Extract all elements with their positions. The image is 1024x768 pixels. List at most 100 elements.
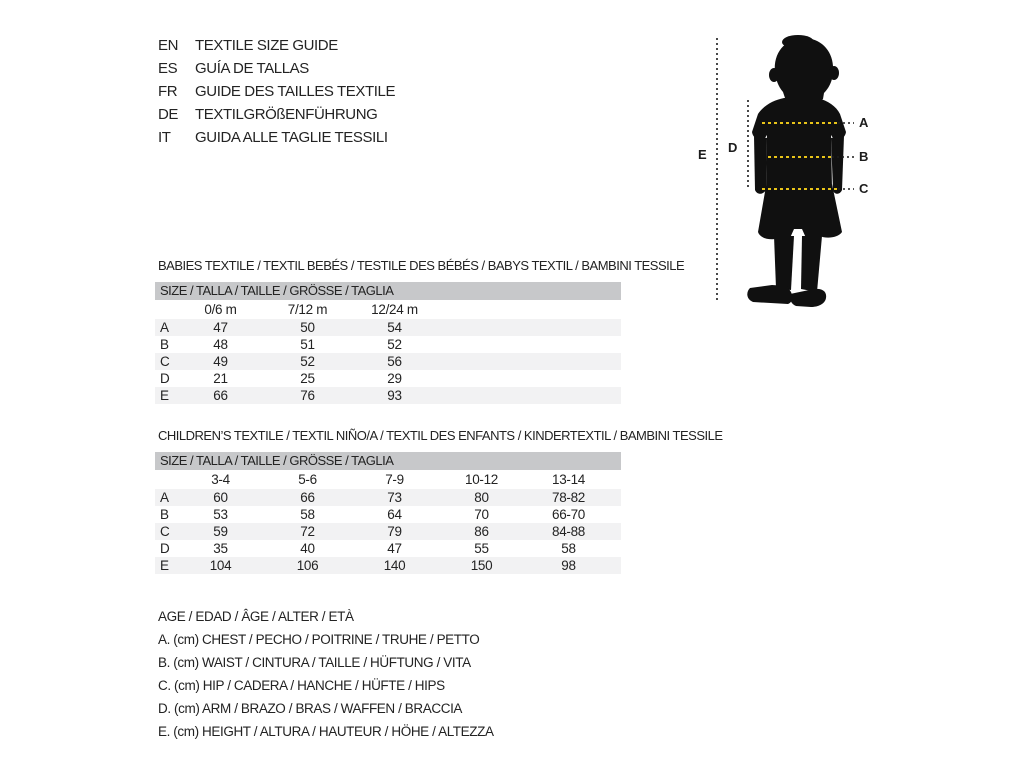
- babies-column-header-row: 0/6 m 7/12 m 12/24 m: [155, 300, 621, 319]
- size-value: 25: [300, 371, 315, 386]
- size-value: 66: [300, 490, 315, 505]
- row-label: D: [160, 371, 170, 386]
- guide-title-es: GUÍA DE TALLAS: [195, 60, 309, 77]
- table-row-a: A 47 50 54: [155, 319, 621, 336]
- measure-label-d: D: [728, 140, 737, 155]
- size-value: 55: [474, 541, 489, 556]
- language-code: ES: [158, 60, 178, 77]
- babies-section-title: BABIES TEXTILE / TEXTIL BEBÉS / TESTILE …: [158, 258, 685, 273]
- size-value: 64: [387, 507, 402, 522]
- children-column-header-row: 3-4 5-6 7-9 10-12 13-14: [155, 470, 621, 489]
- size-value: 52: [387, 337, 402, 352]
- guide-title-en: TEXTILE SIZE GUIDE: [195, 37, 338, 54]
- size-value: 104: [209, 558, 232, 573]
- size-value: 140: [383, 558, 406, 573]
- row-label: E: [160, 558, 169, 573]
- column-header: 3-4: [211, 472, 230, 487]
- size-value: 53: [213, 507, 228, 522]
- legend-arm: D. (cm) ARM / BRAZO / BRAS / WAFFEN / BR…: [158, 701, 463, 716]
- column-header: 0/6 m: [204, 302, 237, 317]
- measure-label-c: C: [859, 181, 869, 196]
- size-value: 73: [387, 490, 402, 505]
- size-value: 84-88: [551, 524, 586, 539]
- column-header: 5-6: [298, 472, 317, 487]
- size-value: 86: [474, 524, 489, 539]
- table-row-a: A 60 66 73 80 78-82: [155, 489, 621, 506]
- size-value: 40: [300, 541, 315, 556]
- child-silhouette: [747, 35, 846, 307]
- children-section-title: CHILDREN’S TEXTILE / TEXTIL NIÑO/A / TEX…: [158, 428, 723, 443]
- size-value: 21: [213, 371, 228, 386]
- column-header: 13-14: [551, 472, 586, 487]
- size-value: 51: [300, 337, 315, 352]
- row-label: B: [160, 507, 169, 522]
- guide-title-de: TEXTILGRÖßENFÜHRUNG: [195, 106, 378, 123]
- children-size-header-bar: SIZE / TALLA / TAILLE / GRÖSSE / TAGLIA: [155, 452, 621, 470]
- size-value: 98: [561, 558, 576, 573]
- table-row-c: C 59 72 79 86 84-88: [155, 523, 621, 540]
- child-silhouette-diagram: E D A B C: [698, 35, 869, 307]
- measure-label-e: E: [698, 147, 707, 162]
- legend-age: AGE / EDAD / ÂGE / ALTER / ETÀ: [158, 609, 354, 624]
- size-value: 106: [296, 558, 319, 573]
- babies-size-header-bar: SIZE / TALLA / TAILLE / GRÖSSE / TAGLIA: [155, 282, 621, 300]
- row-label: D: [160, 541, 170, 556]
- size-value: 60: [213, 490, 228, 505]
- size-value: 150: [470, 558, 493, 573]
- language-row-en: EN TEXTILE SIZE GUIDE: [158, 34, 395, 57]
- legend-chest: A. (cm) CHEST / PECHO / POITRINE / TRUHE…: [158, 632, 480, 647]
- row-label: E: [160, 388, 169, 403]
- row-label: C: [160, 524, 170, 539]
- size-value: 47: [387, 541, 402, 556]
- column-header: 12/24 m: [371, 302, 418, 317]
- size-value: 48: [213, 337, 228, 352]
- language-code: IT: [158, 129, 171, 146]
- language-row-it: IT GUIDA ALLE TAGLIE TESSILI: [158, 126, 395, 149]
- size-value: 79: [387, 524, 402, 539]
- legend-hip: C. (cm) HIP / CADERA / HANCHE / HÜFTE / …: [158, 678, 445, 693]
- size-value: 50: [300, 320, 315, 335]
- language-row-de: DE TEXTILGRÖßENFÜHRUNG: [158, 103, 395, 126]
- language-row-es: ES GUÍA DE TALLAS: [158, 57, 395, 80]
- size-value: 72: [300, 524, 315, 539]
- language-code: DE: [158, 106, 179, 123]
- size-value: 58: [561, 541, 576, 556]
- size-value: 78-82: [551, 490, 586, 505]
- size-value: 47: [213, 320, 228, 335]
- size-value: 56: [387, 354, 402, 369]
- babies-size-table: SIZE / TALLA / TAILLE / GRÖSSE / TAGLIA …: [155, 282, 621, 404]
- language-row-fr: FR GUIDE DES TAILLES TEXTILE: [158, 80, 395, 103]
- size-value: 58: [300, 507, 315, 522]
- language-code: FR: [158, 83, 178, 100]
- table-row-b: B 53 58 64 70 66-70: [155, 506, 621, 523]
- size-value: 54: [387, 320, 402, 335]
- table-row-d: D 35 40 47 55 58: [155, 540, 621, 557]
- size-value: 59: [213, 524, 228, 539]
- legend-height: E. (cm) HEIGHT / ALTURA / HAUTEUR / HÖHE…: [158, 724, 494, 739]
- guide-title-it: GUIDA ALLE TAGLIE TESSILI: [195, 129, 388, 146]
- guide-title-fr: GUIDE DES TAILLES TEXTILE: [195, 83, 396, 100]
- language-code: EN: [158, 37, 179, 54]
- measurement-figure: E D A B C: [690, 28, 880, 313]
- legend-waist: B. (cm) WAIST / CINTURA / TAILLE / HÜFTU…: [158, 655, 471, 670]
- table-row-d: D 21 25 29: [155, 370, 621, 387]
- size-value: 29: [387, 371, 402, 386]
- size-value: 35: [213, 541, 228, 556]
- children-size-table: SIZE / TALLA / TAILLE / GRÖSSE / TAGLIA …: [155, 452, 621, 574]
- size-value: 66: [213, 388, 228, 403]
- column-header: 7-9: [385, 472, 404, 487]
- size-value: 52: [300, 354, 315, 369]
- size-value: 80: [474, 490, 489, 505]
- row-label: B: [160, 337, 169, 352]
- size-value: 49: [213, 354, 228, 369]
- size-value: 76: [300, 388, 315, 403]
- language-title-list: EN TEXTILE SIZE GUIDE ES GUÍA DE TALLAS …: [158, 34, 395, 149]
- size-value: 66-70: [551, 507, 586, 522]
- table-row-e: E 104 106 140 150 98: [155, 557, 621, 574]
- size-value: 70: [474, 507, 489, 522]
- measurement-legend: AGE / EDAD / ÂGE / ALTER / ETÀ A. (cm) C…: [158, 605, 494, 743]
- column-header: 10-12: [464, 472, 499, 487]
- size-value: 93: [387, 388, 402, 403]
- measure-label-b: B: [859, 149, 868, 164]
